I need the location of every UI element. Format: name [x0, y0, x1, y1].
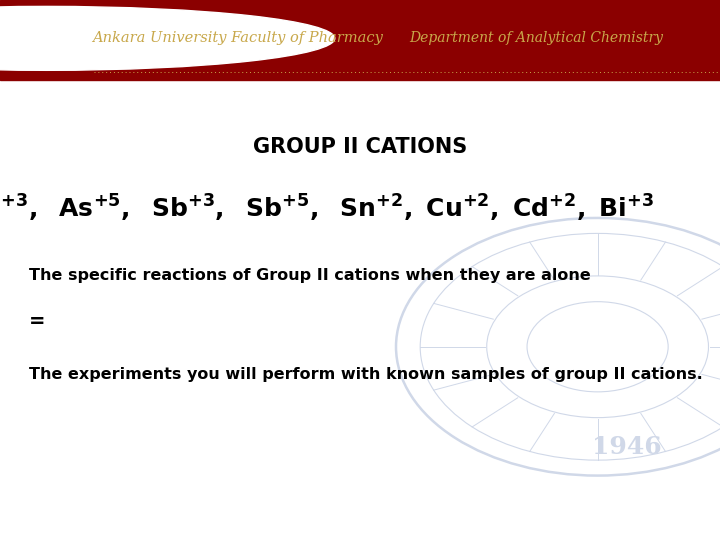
Text: Ankara University Faculty of Pharmacy: Ankara University Faculty of Pharmacy [92, 31, 383, 45]
Circle shape [0, 6, 335, 70]
Text: =: = [29, 312, 45, 331]
Text: GROUP II CATIONS: GROUP II CATIONS [253, 137, 467, 157]
Text: The specific reactions of Group II cations when they are alone: The specific reactions of Group II catio… [29, 268, 590, 283]
Text: The experiments you will perform with known samples of group II cations.: The experiments you will perform with kn… [29, 367, 703, 382]
Text: Department of Analytical Chemistry: Department of Analytical Chemistry [410, 31, 663, 45]
Text: $\mathbf{As^{+3},\ \ As^{+5},\ \ Sb^{+3},\ \ Sb^{+5},\ \ Sn^{+2},\ Cu^{+2},\ Cd^: $\mathbf{As^{+3},\ \ As^{+5},\ \ Sb^{+3}… [0, 193, 654, 224]
Text: 1946: 1946 [592, 435, 661, 459]
